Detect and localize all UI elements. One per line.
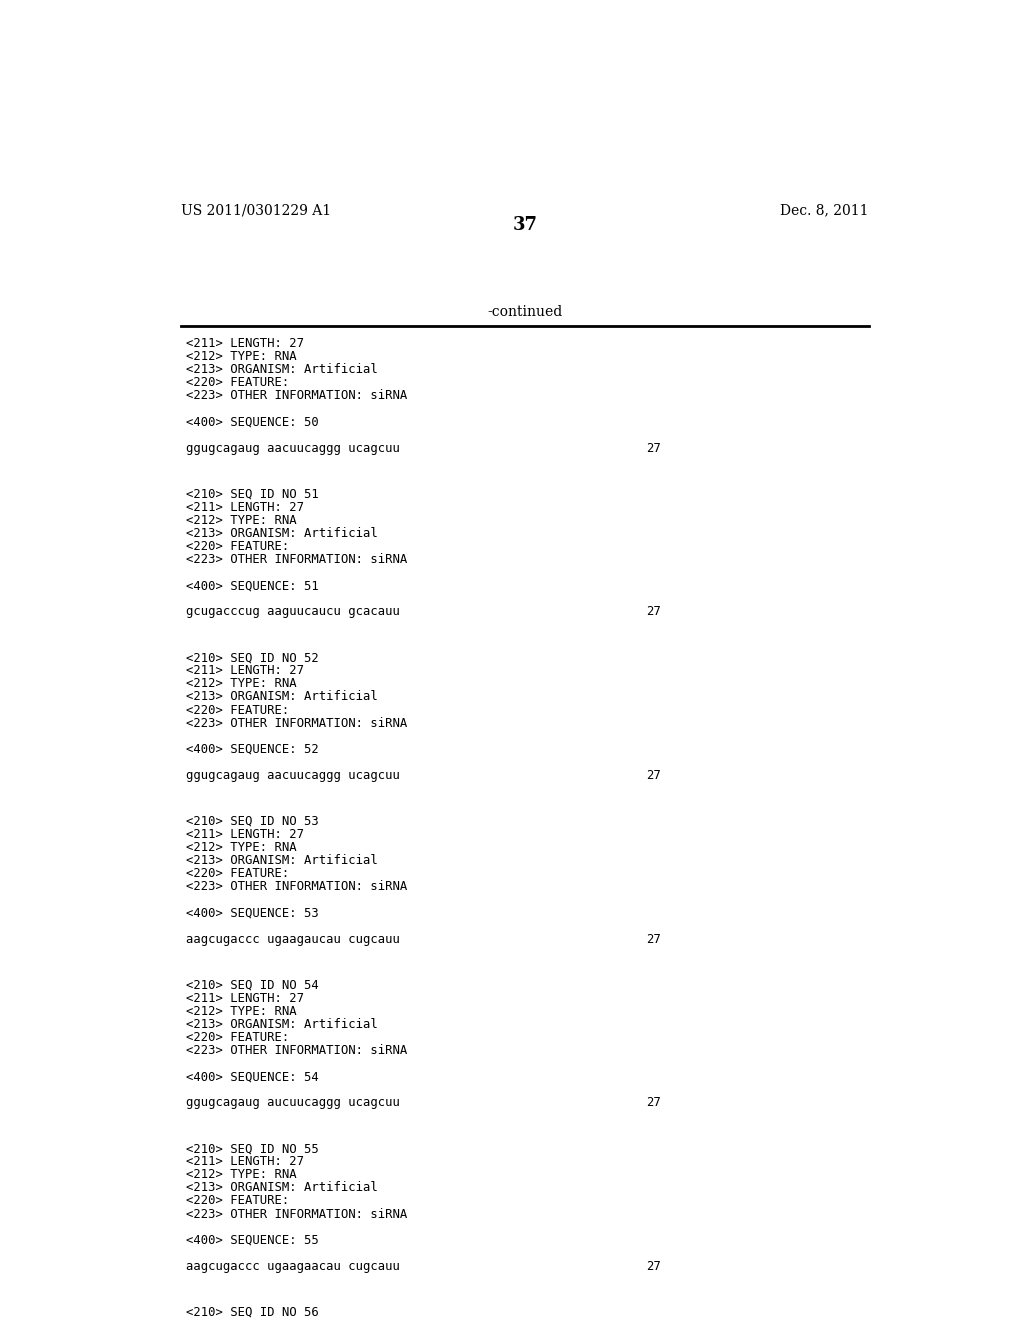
Text: <400> SEQUENCE: 55: <400> SEQUENCE: 55 <box>186 1234 318 1246</box>
Text: Dec. 8, 2011: Dec. 8, 2011 <box>780 203 869 216</box>
Text: <220> FEATURE:: <220> FEATURE: <box>186 376 290 389</box>
Text: <213> ORGANISM: Artificial: <213> ORGANISM: Artificial <box>186 1018 378 1031</box>
Text: <211> LENGTH: 27: <211> LENGTH: 27 <box>186 337 304 350</box>
Text: <211> LENGTH: 27: <211> LENGTH: 27 <box>186 828 304 841</box>
Text: <212> TYPE: RNA: <212> TYPE: RNA <box>186 350 297 363</box>
Text: 27: 27 <box>646 770 660 781</box>
Text: 27: 27 <box>646 1259 660 1272</box>
Text: 27: 27 <box>646 1096 660 1109</box>
Text: 27: 27 <box>646 606 660 618</box>
Text: <213> ORGANISM: Artificial: <213> ORGANISM: Artificial <box>186 363 378 376</box>
Text: <400> SEQUENCE: 52: <400> SEQUENCE: 52 <box>186 743 318 756</box>
Text: <211> LENGTH: 27: <211> LENGTH: 27 <box>186 500 304 513</box>
Text: <223> OTHER INFORMATION: siRNA: <223> OTHER INFORMATION: siRNA <box>186 553 408 566</box>
Text: <210> SEQ ID NO 55: <210> SEQ ID NO 55 <box>186 1142 318 1155</box>
Text: <220> FEATURE:: <220> FEATURE: <box>186 1031 290 1044</box>
Text: <211> LENGTH: 27: <211> LENGTH: 27 <box>186 664 304 677</box>
Text: <400> SEQUENCE: 54: <400> SEQUENCE: 54 <box>186 1071 318 1084</box>
Text: <223> OTHER INFORMATION: siRNA: <223> OTHER INFORMATION: siRNA <box>186 880 408 894</box>
Text: 27: 27 <box>646 442 660 455</box>
Text: <220> FEATURE:: <220> FEATURE: <box>186 867 290 880</box>
Text: <213> ORGANISM: Artificial: <213> ORGANISM: Artificial <box>186 1181 378 1195</box>
Text: <211> LENGTH: 27: <211> LENGTH: 27 <box>186 991 304 1005</box>
Text: <211> LENGTH: 27: <211> LENGTH: 27 <box>186 1155 304 1168</box>
Text: <212> TYPE: RNA: <212> TYPE: RNA <box>186 1168 297 1181</box>
Text: <212> TYPE: RNA: <212> TYPE: RNA <box>186 677 297 690</box>
Text: <210> SEQ ID NO 51: <210> SEQ ID NO 51 <box>186 487 318 500</box>
Text: <223> OTHER INFORMATION: siRNA: <223> OTHER INFORMATION: siRNA <box>186 1208 408 1221</box>
Text: ggugcagaug aacuucaggg ucagcuu: ggugcagaug aacuucaggg ucagcuu <box>186 442 400 455</box>
Text: aagcugaccc ugaagaacau cugcauu: aagcugaccc ugaagaacau cugcauu <box>186 1259 400 1272</box>
Text: <223> OTHER INFORMATION: siRNA: <223> OTHER INFORMATION: siRNA <box>186 389 408 403</box>
Text: 27: 27 <box>646 933 660 945</box>
Text: <212> TYPE: RNA: <212> TYPE: RNA <box>186 513 297 527</box>
Text: <210> SEQ ID NO 56: <210> SEQ ID NO 56 <box>186 1305 318 1319</box>
Text: <220> FEATURE:: <220> FEATURE: <box>186 1195 290 1208</box>
Text: <212> TYPE: RNA: <212> TYPE: RNA <box>186 841 297 854</box>
Text: <210> SEQ ID NO 53: <210> SEQ ID NO 53 <box>186 814 318 828</box>
Text: <220> FEATURE:: <220> FEATURE: <box>186 704 290 717</box>
Text: 37: 37 <box>512 216 538 234</box>
Text: US 2011/0301229 A1: US 2011/0301229 A1 <box>180 203 331 216</box>
Text: <223> OTHER INFORMATION: siRNA: <223> OTHER INFORMATION: siRNA <box>186 717 408 730</box>
Text: aagcugaccc ugaagaucau cugcauu: aagcugaccc ugaagaucau cugcauu <box>186 933 400 945</box>
Text: ggugcagaug aucuucaggg ucagcuu: ggugcagaug aucuucaggg ucagcuu <box>186 1096 400 1109</box>
Text: <223> OTHER INFORMATION: siRNA: <223> OTHER INFORMATION: siRNA <box>186 1044 408 1057</box>
Text: <220> FEATURE:: <220> FEATURE: <box>186 540 290 553</box>
Text: <400> SEQUENCE: 51: <400> SEQUENCE: 51 <box>186 579 318 593</box>
Text: -continued: -continued <box>487 305 562 318</box>
Text: ggugcagaug aacuucaggg ucagcuu: ggugcagaug aacuucaggg ucagcuu <box>186 770 400 781</box>
Text: <213> ORGANISM: Artificial: <213> ORGANISM: Artificial <box>186 527 378 540</box>
Text: <400> SEQUENCE: 53: <400> SEQUENCE: 53 <box>186 907 318 920</box>
Text: <210> SEQ ID NO 52: <210> SEQ ID NO 52 <box>186 651 318 664</box>
Text: gcugacccug aaguucaucu gcacauu: gcugacccug aaguucaucu gcacauu <box>186 606 400 618</box>
Text: <210> SEQ ID NO 54: <210> SEQ ID NO 54 <box>186 978 318 991</box>
Text: <400> SEQUENCE: 50: <400> SEQUENCE: 50 <box>186 416 318 429</box>
Text: <212> TYPE: RNA: <212> TYPE: RNA <box>186 1005 297 1018</box>
Text: <213> ORGANISM: Artificial: <213> ORGANISM: Artificial <box>186 690 378 704</box>
Text: <213> ORGANISM: Artificial: <213> ORGANISM: Artificial <box>186 854 378 867</box>
